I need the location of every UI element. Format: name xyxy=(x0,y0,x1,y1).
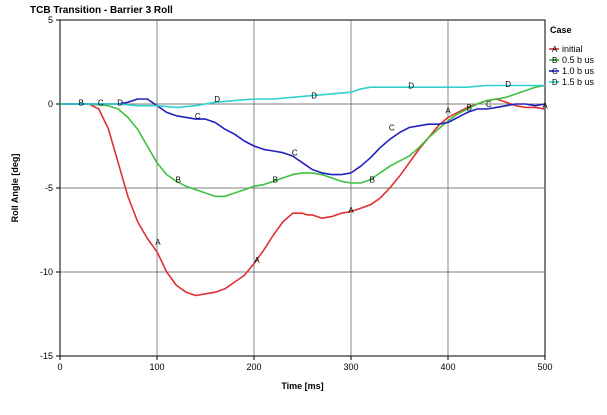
marker-label: B xyxy=(273,176,278,185)
series-line-a xyxy=(60,98,546,297)
marker-label: C xyxy=(292,149,298,158)
legend-label: initial xyxy=(562,44,583,54)
marker-label: C xyxy=(389,124,395,133)
legend-marker: C xyxy=(552,67,558,76)
legend-marker: B xyxy=(552,56,557,65)
marker-label: D xyxy=(505,80,511,89)
x-tick-label: 400 xyxy=(440,362,455,372)
marker-label: A xyxy=(254,256,260,265)
series-line-c xyxy=(60,98,546,176)
series-markers: A A A A A B B B B B C C C C C D D D D D xyxy=(79,80,549,265)
chart-title: TCB Transition - Barrier 3 Roll xyxy=(30,5,173,16)
marker-label: A xyxy=(445,107,451,116)
legend-marker: A xyxy=(552,45,558,54)
marker-label: A xyxy=(155,238,161,247)
grid xyxy=(60,20,545,356)
x-tick-label: 0 xyxy=(57,362,62,372)
y-tick-label: -5 xyxy=(45,183,53,193)
marker-label: B xyxy=(467,103,472,112)
legend-marker: D xyxy=(552,78,558,87)
legend-title: Case xyxy=(550,25,572,35)
marker-label: C xyxy=(98,98,104,107)
marker-label: D xyxy=(311,92,317,101)
marker-label: D xyxy=(214,95,220,104)
x-tick-label: 200 xyxy=(246,362,261,372)
marker-label: A xyxy=(542,102,548,111)
marker-label: B xyxy=(370,176,375,185)
marker-label: C xyxy=(195,112,201,121)
x-tick-label: 500 xyxy=(537,362,552,372)
axis-ticks: 0 100 200 300 400 500 5 0 -5 -10 -15 xyxy=(40,15,553,372)
legend-label: 1.0 b us xyxy=(562,66,595,76)
marker-label: D xyxy=(408,82,414,91)
series-lines xyxy=(60,84,546,297)
x-tick-label: 100 xyxy=(149,362,164,372)
marker-label: A xyxy=(348,206,354,215)
x-axis-label: Time [ms] xyxy=(281,381,323,391)
y-axis-label: Roll Angle [deg] xyxy=(10,154,20,223)
marker-label: D xyxy=(117,98,123,107)
legend-label: 0.5 b us xyxy=(562,55,595,65)
marker-label: C xyxy=(486,100,492,109)
y-tick-label: -10 xyxy=(40,267,53,277)
series-line-d xyxy=(60,84,545,109)
legend-label: 1.5 b us xyxy=(562,77,595,87)
y-tick-label: 0 xyxy=(48,99,53,109)
y-tick-label: 5 xyxy=(48,15,53,25)
y-tick-label: -15 xyxy=(40,351,53,361)
series-line-b xyxy=(60,84,546,198)
marker-label: B xyxy=(79,98,84,107)
marker-label: B xyxy=(176,176,181,185)
x-tick-label: 300 xyxy=(343,362,358,372)
